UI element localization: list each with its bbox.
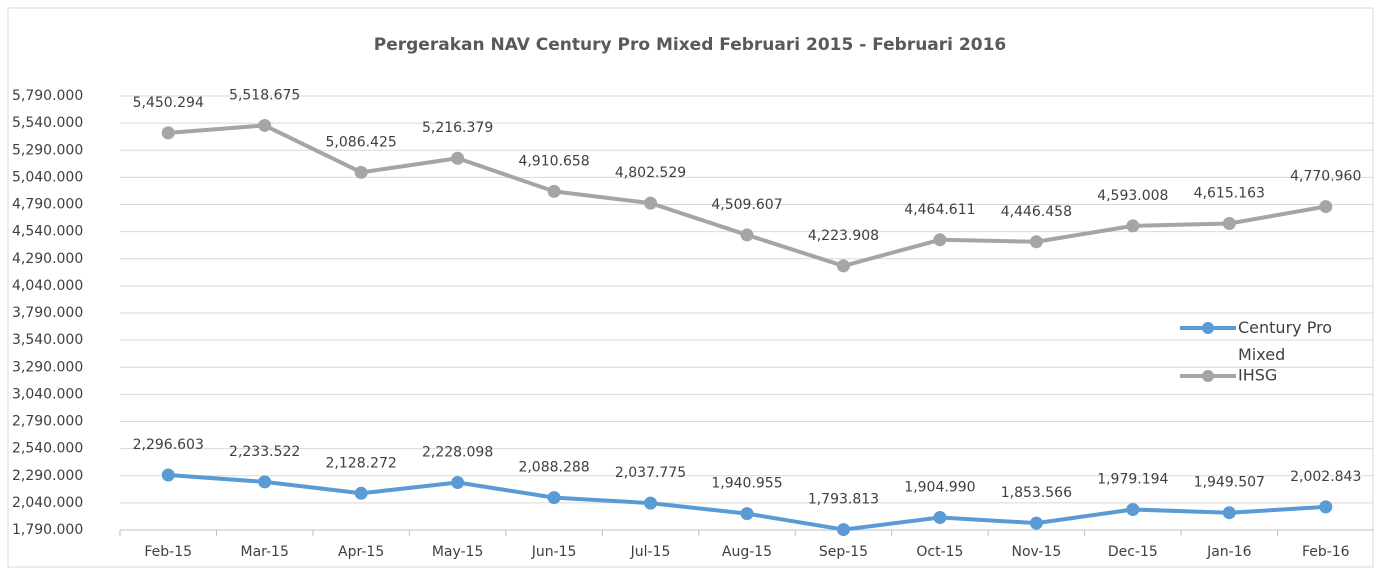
- data-label: 4,802.529: [615, 165, 686, 181]
- y-tick-label: 2,790.000: [12, 414, 83, 430]
- data-label: 4,770.960: [1290, 169, 1361, 185]
- data-label: 1,853.566: [1001, 485, 1072, 501]
- data-label: 2,037.775: [615, 465, 686, 481]
- data-label: 5,518.675: [229, 87, 300, 103]
- data-label: 1,793.813: [808, 492, 879, 508]
- data-point: [161, 468, 175, 482]
- data-point: [933, 511, 947, 525]
- data-label: 4,223.908: [808, 228, 879, 244]
- data-label: 4,509.607: [711, 197, 782, 213]
- y-tick-label: 4,540.000: [12, 224, 83, 240]
- data-label: 1,949.507: [1194, 475, 1265, 491]
- x-tick-label: Feb-16: [1302, 544, 1350, 560]
- data-point: [1029, 235, 1043, 249]
- x-tick-label: Nov-15: [1011, 544, 1061, 560]
- x-tick-label: Jan-16: [1206, 544, 1252, 560]
- data-point: [1029, 516, 1043, 530]
- data-point: [451, 151, 465, 165]
- data-label: 5,086.425: [326, 134, 397, 150]
- y-tick-label: 2,290.000: [12, 468, 83, 484]
- y-tick-label: 3,540.000: [12, 332, 83, 348]
- data-label: 4,910.658: [518, 153, 589, 169]
- data-point: [258, 475, 272, 489]
- data-point: [1126, 219, 1140, 233]
- data-point: [836, 523, 850, 537]
- x-tick-label: Oct-15: [916, 544, 963, 560]
- data-label: 4,446.458: [1001, 204, 1072, 220]
- y-tick-label: 5,540.000: [12, 115, 83, 131]
- y-tick-label: 4,040.000: [12, 278, 83, 294]
- data-label: 1,979.194: [1097, 471, 1168, 487]
- y-tick-label: 3,290.000: [12, 359, 83, 375]
- data-label: 2,296.603: [133, 437, 204, 453]
- data-label: 2,233.522: [229, 444, 300, 460]
- data-point: [451, 475, 465, 489]
- legend-line: Mixed: [1238, 345, 1285, 364]
- data-point: [547, 491, 561, 505]
- x-tick-label: Jun-15: [531, 544, 577, 560]
- data-point: [161, 126, 175, 140]
- data-point: [258, 118, 272, 132]
- data-label: 4,615.163: [1194, 185, 1265, 201]
- data-point: [644, 196, 658, 210]
- data-label: 5,216.379: [422, 120, 493, 136]
- data-label: 1,904.990: [904, 480, 975, 496]
- legend-label: Century Pro Mixed: [1238, 318, 1332, 364]
- data-point: [836, 259, 850, 273]
- data-point: [354, 165, 368, 179]
- y-tick-label: 4,290.000: [12, 251, 83, 267]
- x-tick-label: Dec-15: [1108, 544, 1158, 560]
- data-point: [644, 496, 658, 510]
- y-tick-label: 2,040.000: [12, 495, 83, 511]
- x-tick-label: Apr-15: [338, 544, 384, 560]
- data-point: [740, 507, 754, 521]
- legend-line: Century Pro: [1238, 318, 1332, 337]
- x-tick-label: Mar-15: [240, 544, 288, 560]
- data-point: [740, 228, 754, 242]
- data-label: 2,228.098: [422, 444, 493, 460]
- data-label: 1,940.955: [711, 476, 782, 492]
- y-tick-label: 1,790.000: [12, 522, 83, 538]
- y-tick-label: 2,540.000: [12, 441, 83, 457]
- data-point: [1222, 506, 1236, 520]
- y-tick-label: 3,790.000: [12, 305, 83, 321]
- legend-label: IHSG: [1238, 366, 1277, 385]
- y-tick-label: 5,040.000: [12, 169, 83, 185]
- data-point: [547, 184, 561, 198]
- y-tick-label: 3,040.000: [12, 386, 83, 402]
- data-point: [933, 233, 947, 247]
- data-point: [1319, 500, 1333, 514]
- data-point: [1319, 200, 1333, 214]
- x-tick-label: Aug-15: [722, 544, 772, 560]
- data-point: [1222, 216, 1236, 230]
- x-tick-label: Feb-15: [144, 544, 192, 560]
- y-tick-label: 4,790.000: [12, 197, 83, 213]
- y-tick-label: 5,290.000: [12, 142, 83, 158]
- data-label: 2,002.843: [1290, 469, 1361, 485]
- data-label: 4,593.008: [1097, 188, 1168, 204]
- data-point: [354, 486, 368, 500]
- y-tick-label: 5,790.000: [12, 88, 83, 104]
- data-point: [1126, 502, 1140, 516]
- chart-title: Pergerakan NAV Century Pro Mixed Februar…: [374, 35, 1006, 55]
- legend-marker: [1202, 370, 1214, 382]
- data-label: 5,450.294: [133, 95, 204, 111]
- data-label: 2,128.272: [326, 455, 397, 471]
- legend-marker: [1202, 322, 1214, 334]
- chart-frame: [7, 7, 1374, 568]
- x-tick-label: May-15: [432, 544, 484, 560]
- data-label: 2,088.288: [518, 460, 589, 476]
- data-label: 4,464.611: [904, 202, 975, 218]
- x-tick-label: Jul-15: [630, 544, 671, 560]
- x-tick-label: Sep-15: [819, 544, 868, 560]
